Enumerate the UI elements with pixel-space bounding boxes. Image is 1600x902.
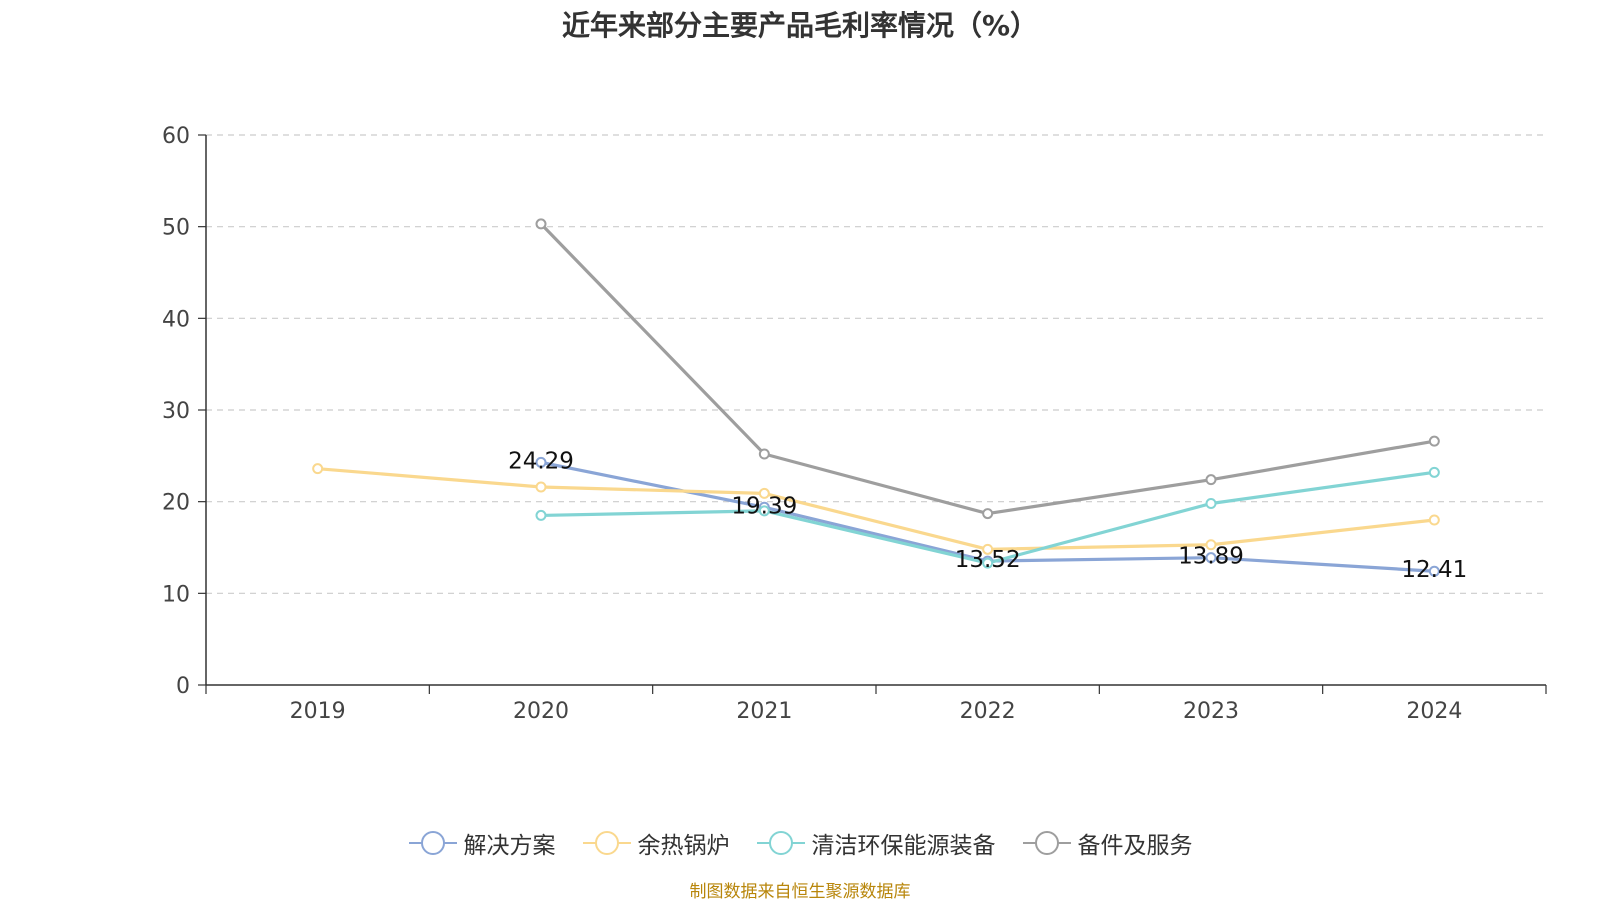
x-tick-label: 2019 (290, 699, 346, 724)
y-tick-label: 20 (162, 491, 190, 516)
series-line-备件及服务 (539, 222, 1435, 516)
data-point (982, 557, 994, 569)
legend-item[interactable]: 余热锅炉 (582, 826, 730, 860)
data-point (312, 463, 324, 475)
x-tick-label: 2022 (960, 699, 1016, 724)
legend-marker-icon (756, 831, 805, 855)
legend-item[interactable]: 解决方案 (408, 826, 556, 860)
data-point (1205, 539, 1217, 551)
legend-marker-icon (408, 831, 457, 855)
data-point (1205, 474, 1217, 486)
data-point (535, 456, 547, 468)
data-point (758, 505, 770, 517)
legend-marker-icon (1022, 831, 1071, 855)
legend-item[interactable]: 清洁环保能源装备 (756, 826, 996, 860)
data-label: 13.89 (1178, 544, 1244, 570)
y-tick-label: 30 (162, 399, 190, 424)
data-point (982, 508, 994, 520)
chart-legend: 解决方案 余热锅炉 清洁环保能源装备 备件及服务 (0, 826, 1600, 860)
data-point (535, 218, 547, 230)
data-point (758, 487, 770, 499)
legend-label: 备件及服务 (1077, 833, 1193, 859)
x-tick-label: 2024 (1406, 699, 1462, 724)
y-tick-label: 10 (162, 582, 190, 607)
data-point (1205, 552, 1217, 564)
data-point (758, 448, 770, 460)
data-point (982, 543, 994, 555)
data-label: 13.52 (955, 547, 1021, 573)
y-tick-label: 40 (162, 307, 190, 332)
legend-marker-icon (582, 831, 631, 855)
chart-title: 近年来部分主要产品毛利率情况（%） (561, 9, 1039, 42)
data-point (535, 509, 547, 521)
data-label: 19.39 (731, 493, 797, 519)
legend-item[interactable]: 备件及服务 (1022, 826, 1193, 860)
legend-label: 余热锅炉 (637, 833, 730, 859)
data-point (535, 481, 547, 493)
line-chart: 0 10 20 30 40 50 60 2019 2020 2021 2022 2023 2024 24.… (162, 124, 1547, 724)
data-point (1428, 514, 1440, 526)
data-source-note: 制图数据来自恒生聚源数据库 (689, 882, 911, 902)
data-label: 12.41 (1401, 557, 1467, 583)
data-point (1428, 435, 1440, 447)
y-tick-label: 60 (162, 124, 190, 149)
x-tick-label: 2021 (736, 699, 792, 724)
legend-label: 清洁环保能源装备 (811, 833, 996, 859)
x-tick-label: 2020 (513, 699, 569, 724)
data-label: 24.29 (508, 448, 574, 474)
data-point (1428, 466, 1440, 478)
y-tick-label: 50 (162, 216, 190, 241)
x-tick-label: 2023 (1183, 699, 1239, 724)
data-point (1428, 565, 1440, 577)
data-point (1205, 498, 1217, 509)
y-tick-label: 0 (176, 674, 190, 699)
series-line-余热锅炉 (317, 467, 1435, 551)
legend-label: 解决方案 (463, 833, 556, 859)
